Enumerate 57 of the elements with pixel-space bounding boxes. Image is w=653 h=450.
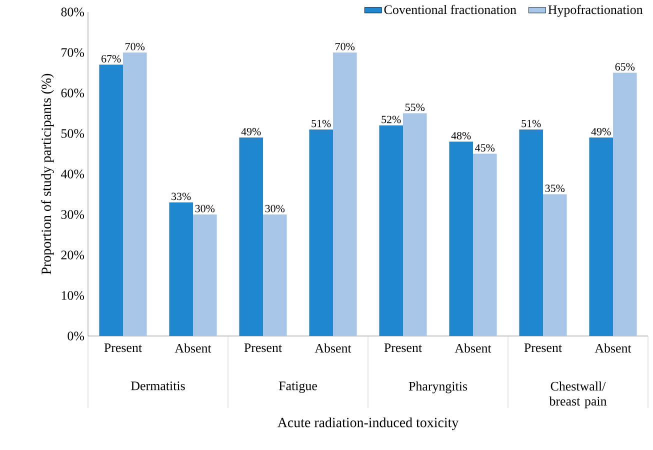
- text: Chestwall/ breast pain: [549, 382, 607, 408]
- y-tick-label: 0%: [68, 332, 84, 340]
- y-tick-label: 70%: [62, 48, 84, 57]
- data-label: 67%: [102, 55, 121, 62]
- y-tick-label: 80%: [61, 8, 84, 16]
- bar: [99, 64, 123, 336]
- data-label: 48%: [451, 132, 471, 140]
- legend-label: Hypofractionation: [548, 4, 643, 17]
- text: Dermatitis: [131, 382, 185, 390]
- x-tick-label: Absent: [454, 344, 492, 353]
- y-tick-label: 60%: [61, 88, 84, 98]
- x-axis-title: Acute radiation-induced toxicity: [278, 417, 459, 430]
- legend-label: Coventional fractionation: [384, 4, 516, 14]
- y-tick-label: 10%: [62, 291, 84, 300]
- bar: [169, 202, 193, 336]
- data-label: 35%: [545, 184, 565, 192]
- x-tick-label: Absent: [314, 344, 352, 353]
- x-tick-label: Absent: [174, 344, 212, 353]
- data-label: 51%: [312, 120, 331, 128]
- bar: [473, 154, 497, 336]
- bar: [333, 52, 357, 336]
- data-label: 65%: [615, 63, 635, 71]
- y-tick-label: 50%: [61, 129, 84, 138]
- y-tick-label: 20%: [61, 250, 84, 260]
- x-tick-label: Present: [384, 344, 422, 352]
- bar: [123, 52, 147, 336]
- x-tick-label: Present: [104, 344, 142, 352]
- x-tick-label: Present: [524, 344, 562, 352]
- bar: [379, 125, 404, 336]
- bar: [449, 142, 474, 336]
- x-tick-label: Present: [244, 344, 282, 352]
- bar: [193, 214, 217, 336]
- bar: [403, 113, 427, 336]
- data-label: 30%: [265, 204, 285, 212]
- bar: [309, 129, 333, 336]
- y-tick-label: 40%: [60, 170, 84, 178]
- data-label: 49%: [241, 128, 261, 136]
- bar: [543, 194, 567, 336]
- y-tick-label: 30%: [61, 210, 84, 219]
- bar: [589, 138, 614, 336]
- bar: [519, 129, 544, 336]
- text: Fatigue: [278, 382, 317, 393]
- y-axis-title: Proportion of study participants (%): [41, 74, 54, 274]
- data-label: 51%: [522, 120, 541, 128]
- text: Pharyngitis: [408, 382, 468, 394]
- data-label: 30%: [195, 204, 215, 212]
- x-tick-label: Absent: [594, 344, 632, 353]
- bar: [239, 138, 263, 336]
- data-label: 45%: [475, 144, 495, 152]
- bar: [263, 214, 287, 336]
- data-label: 55%: [406, 104, 425, 112]
- bar: [613, 72, 637, 336]
- data-label: 33%: [172, 192, 191, 200]
- data-label: 52%: [382, 116, 401, 124]
- data-label: 49%: [591, 128, 611, 136]
- data-label: 70%: [336, 42, 355, 50]
- data-label: 70%: [126, 42, 145, 50]
